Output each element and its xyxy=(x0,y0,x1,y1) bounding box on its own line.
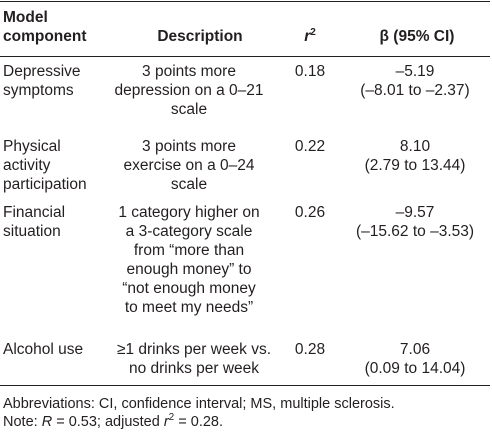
row-beta: –5.19 (–8.01 to –2.37) xyxy=(338,62,492,100)
row-description-line: depression on a 0–21 xyxy=(114,82,264,99)
header-description: Description xyxy=(157,28,243,45)
row-component-line: Depressive xyxy=(3,63,81,80)
header-rule xyxy=(0,56,490,57)
note-r-sup: 2 xyxy=(168,412,175,423)
row-description-line: scale xyxy=(170,101,208,118)
table-top-rule xyxy=(0,1,490,2)
row-description: 3 points more exercise on a 0–24 scale xyxy=(103,137,275,194)
row-beta-ci: (2.79 to 13.44) xyxy=(364,157,466,174)
row-beta: –9.57 (–15.62 to –3.53) xyxy=(338,203,492,241)
row-component-line: participation xyxy=(3,176,87,193)
row-beta-value: 7.06 xyxy=(399,341,431,358)
row-description-line: to meet my needs” xyxy=(124,299,254,316)
row-component-line: activity xyxy=(3,157,51,174)
footnote-abbreviations: Abbreviations: CI, confidence interval; … xyxy=(3,396,395,412)
row-description-line: 3 points more xyxy=(142,63,236,80)
table-bottom-rule xyxy=(0,385,490,386)
row-description-line: 1 category higher on xyxy=(118,204,260,221)
row-beta-ci: (–8.01 to –2.37) xyxy=(360,82,470,99)
header-beta-ci: β (95% CI) xyxy=(379,28,455,45)
row-component: Financial situation xyxy=(3,203,99,241)
row-component-line: Physical xyxy=(3,138,61,155)
row-description-line: exercise on a 0–24 xyxy=(123,157,255,174)
row-description-line: no drinks per week xyxy=(128,360,260,377)
row-description-line: 3 points more xyxy=(142,138,236,155)
row-description-line: scale xyxy=(170,176,208,193)
row-description-line: ≥1 drinks per week vs. xyxy=(116,341,272,358)
note-R-symbol: R xyxy=(41,414,53,430)
row-beta-value: –5.19 xyxy=(395,63,435,80)
header-r-symbol: r xyxy=(304,28,311,45)
header-model-line1: Model xyxy=(3,9,48,26)
row-description: ≥1 drinks per week vs. no drinks per wee… xyxy=(110,340,278,378)
note-prefix: Note: xyxy=(3,414,42,430)
row-description: 1 category higher on a 3-category scale … xyxy=(103,203,275,317)
row-component-line: situation xyxy=(3,223,61,240)
row-component-line: Alcohol use xyxy=(3,341,84,358)
row-component: Alcohol use xyxy=(3,340,113,359)
row-description-line: enough money” to xyxy=(126,261,252,278)
header-r-squared: r2 xyxy=(285,27,335,46)
row-description-line: a 3-category scale xyxy=(125,223,253,240)
row-beta: 7.06 (0.09 to 14.04) xyxy=(338,340,492,378)
row-r-squared: 0.28 xyxy=(294,341,326,358)
row-r-squared: 0.22 xyxy=(294,138,326,155)
row-beta-value: –9.57 xyxy=(395,204,435,221)
header-model-line2: component xyxy=(3,28,87,45)
note-r-value: = 0.28. xyxy=(174,414,224,430)
row-r-squared: 0.18 xyxy=(294,63,326,80)
row-description-line: “not enough money xyxy=(122,280,256,297)
row-r-squared: 0.26 xyxy=(294,204,326,221)
row-beta-value: 8.10 xyxy=(399,138,431,155)
row-component: Depressive symptoms xyxy=(3,62,113,100)
row-description: 3 points more depression on a 0–21 scale xyxy=(103,62,275,119)
row-component-line: Financial xyxy=(3,204,66,221)
row-component: Physical activity participation xyxy=(3,137,99,194)
header-r-sup: 2 xyxy=(310,27,316,38)
row-component-line: symptoms xyxy=(3,82,74,99)
footnote-note: Note: R = 0.53; adjusted r2 = 0.28. xyxy=(3,413,491,431)
row-beta: 8.10 (2.79 to 13.44) xyxy=(338,137,492,175)
row-description-line: from “more than xyxy=(133,242,245,259)
note-r-symbol: r xyxy=(163,414,169,430)
table-footnote: Abbreviations: CI, confidence interval; … xyxy=(3,395,491,431)
row-beta-ci: (–15.62 to –3.53) xyxy=(355,223,475,240)
header-model-component: Model component xyxy=(3,8,113,46)
note-R-value: = 0.53; adjusted xyxy=(52,414,164,430)
row-beta-ci: (0.09 to 14.04) xyxy=(364,360,466,377)
